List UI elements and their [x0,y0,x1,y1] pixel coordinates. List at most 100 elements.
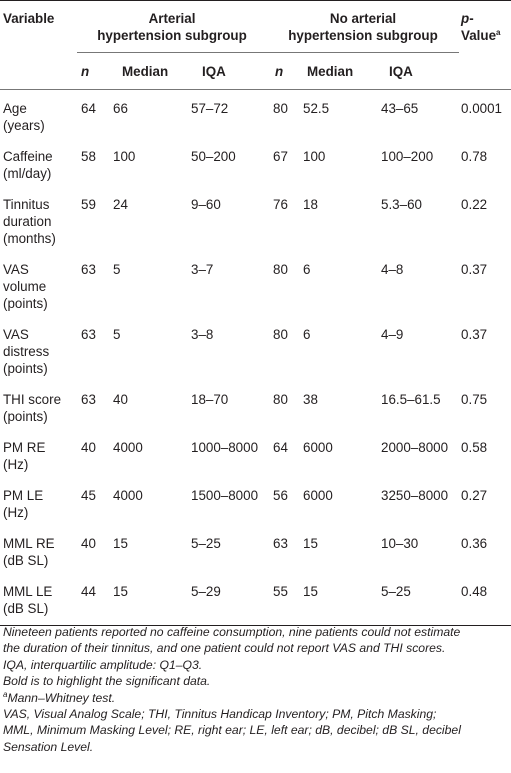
note-footnote-a: aMann–Whitney test. [3,690,509,706]
cell-variable: MML RE (dB SL) [0,526,77,574]
cell-variable-line: Caffeine [3,149,53,164]
cell-n-1: 40 [81,440,96,455]
cell-n-2: 80 [273,392,288,407]
header-iqa-1: IQA [202,64,226,79]
cell-pvalue: 0.27 [461,488,488,503]
header-row-sub: n Median IQA n Median IQA [0,53,511,90]
header-group2-line1: No arterial [329,11,397,26]
cell-median-2: 52.5 [303,101,330,116]
header-group1-line1: Arterial [148,11,196,26]
cell-variable: Age (years) [0,90,77,140]
cell-median-2: 100 [303,149,326,164]
cell-iqa-2: 3250–8000 [381,488,449,503]
cell-median-1: 15 [113,536,128,551]
cell-median-2: 6000 [303,440,333,455]
cell-variable: PM RE (Hz) [0,430,77,478]
cell-variable: Caffeine (ml/day) [0,139,77,187]
cell-variable-line: (Hz) [3,505,29,520]
header-row-groups: Variable Arterial hypertension subgroup … [0,0,511,90]
cell-variable-line: (ml/day) [3,166,52,181]
cell-iqa-2: 5.3–60 [381,197,422,212]
cell-median-2: 6 [303,327,311,342]
cell-iqa-2: 2000–8000 [381,440,449,455]
cell-variable-line: (dB SL) [3,601,49,616]
cell-variable-line: duration [3,214,52,229]
cell-iqa-1: 3–8 [191,327,214,342]
header-n-1: n [81,64,90,79]
cell-pvalue: 0.78 [461,149,488,164]
header-group-no-hypertension: No arterial hypertension subgroup [267,0,460,53]
table-notes: Nineteen patients reported no caffeine c… [3,624,509,755]
cell-n-2: 64 [273,440,288,455]
table-row: VAS volume (points) 63 5 3–7 80 6 4–8 0.37 [0,252,511,317]
note-mann-whitney: Mann–Whitney test. [7,690,116,705]
cell-variable-line: PM RE [3,440,46,455]
cell-variable-line: (dB SL) [3,553,49,568]
cell-variable: THI score (points) [0,382,77,430]
note-footnote-sup: a [3,689,8,699]
cell-variable-line: VAS [3,262,29,277]
cell-variable: Tinnitus duration (months) [0,187,77,252]
header-group-hypertension: Arterial hypertension subgroup [77,0,268,53]
cell-n-2: 80 [273,327,288,342]
cell-iqa-1: 5–29 [188,574,268,626]
cell-iqa-1: 1000–8000 [191,440,259,455]
table-row: Tinnitus duration (months) 59 24 9–60 76 18 5.3–… [0,187,511,252]
note-iqa: IQA, interquartilic amplitude: Q1–Q3. [3,657,203,672]
table-row: THI score (points) 63 40 18–70 80 38 16.5–61.5 0… [0,382,511,430]
cell-variable-line: (months) [3,231,56,246]
cell-n-2: 80 [273,101,288,116]
cell-iqa-1: 3–7 [191,262,214,277]
cell-pvalue: 0.37 [461,262,488,277]
cell-median-2: 6000 [303,488,333,503]
cell-n-1: 63 [81,392,96,407]
cell-median-1: 5 [113,327,121,342]
cell-n-2: 76 [273,197,288,212]
note-line-1: Nineteen patients reported no caffeine c… [3,625,461,639]
cell-iqa-2: 5–25 [373,574,460,626]
cell-median-2: 18 [303,197,318,212]
cell-variable-line: (points) [3,296,48,311]
cell-variable-line: volume [3,279,47,294]
cell-n-1: 44 [77,574,109,626]
cell-median-2: 38 [303,392,318,407]
table-row: Caffeine (ml/day) 58 100 50–200 67 100 100–200 0… [0,139,511,187]
header-group1-line2: hypertension subgroup [97,28,247,43]
cell-iqa-1: 1500–8000 [191,488,259,503]
cell-variable: PM LE (Hz) [0,478,77,526]
header-pvalue: p-Valuea [459,0,511,90]
cell-variable-line: (years) [3,118,45,133]
cell-variable-line: MML LE [3,584,53,599]
note-abbrev-1: VAS, Visual Analog Scale; THI, Tinnitus … [3,707,437,722]
cell-pvalue: 0.22 [461,197,488,212]
cell-variable-line: (points) [3,409,48,424]
cell-n-1: 40 [81,536,96,551]
table-row: PM LE (Hz) 45 4000 1500–8000 56 6000 3250–8000 0… [0,478,511,526]
cell-iqa-1: 9–60 [191,197,221,212]
cell-variable-line: THI score [3,392,62,407]
cell-iqa-1: 57–72 [191,101,229,116]
cell-variable-line: VAS [3,327,29,342]
header-pvalue-rest: -Value [461,11,497,43]
cell-median-2: 15 [297,574,374,626]
table-row: MML RE (dB SL) 40 15 5–25 63 15 10–30 0.36 [0,526,511,574]
cell-variable-line: Age [3,101,27,116]
cell-variable: VAS distress (points) [0,317,77,382]
cell-variable-line: (points) [3,361,48,376]
data-table: Variable Arterial hypertension subgroup … [0,0,511,626]
cell-median-1: 40 [113,392,128,407]
cell-variable-line: distress [3,344,50,359]
cell-median-1: 4000 [113,440,143,455]
cell-n-1: 59 [81,197,96,212]
cell-iqa-2: 4–9 [381,327,404,342]
note-abbrev-3: Sensation Level. [3,739,94,754]
cell-n-1: 58 [81,149,96,164]
cell-pvalue: 0.0001 [461,101,502,116]
cell-median-1: 100 [113,149,136,164]
table-row: MML LE (dB SL) 44 15 5–29 55 15 5–25 0.48 [0,574,511,626]
cell-n-1: 63 [81,327,96,342]
cell-n-2: 67 [273,149,288,164]
cell-n-2: 63 [273,536,288,551]
header-pvalue-p: p [461,11,470,26]
cell-median-1: 4000 [113,488,143,503]
